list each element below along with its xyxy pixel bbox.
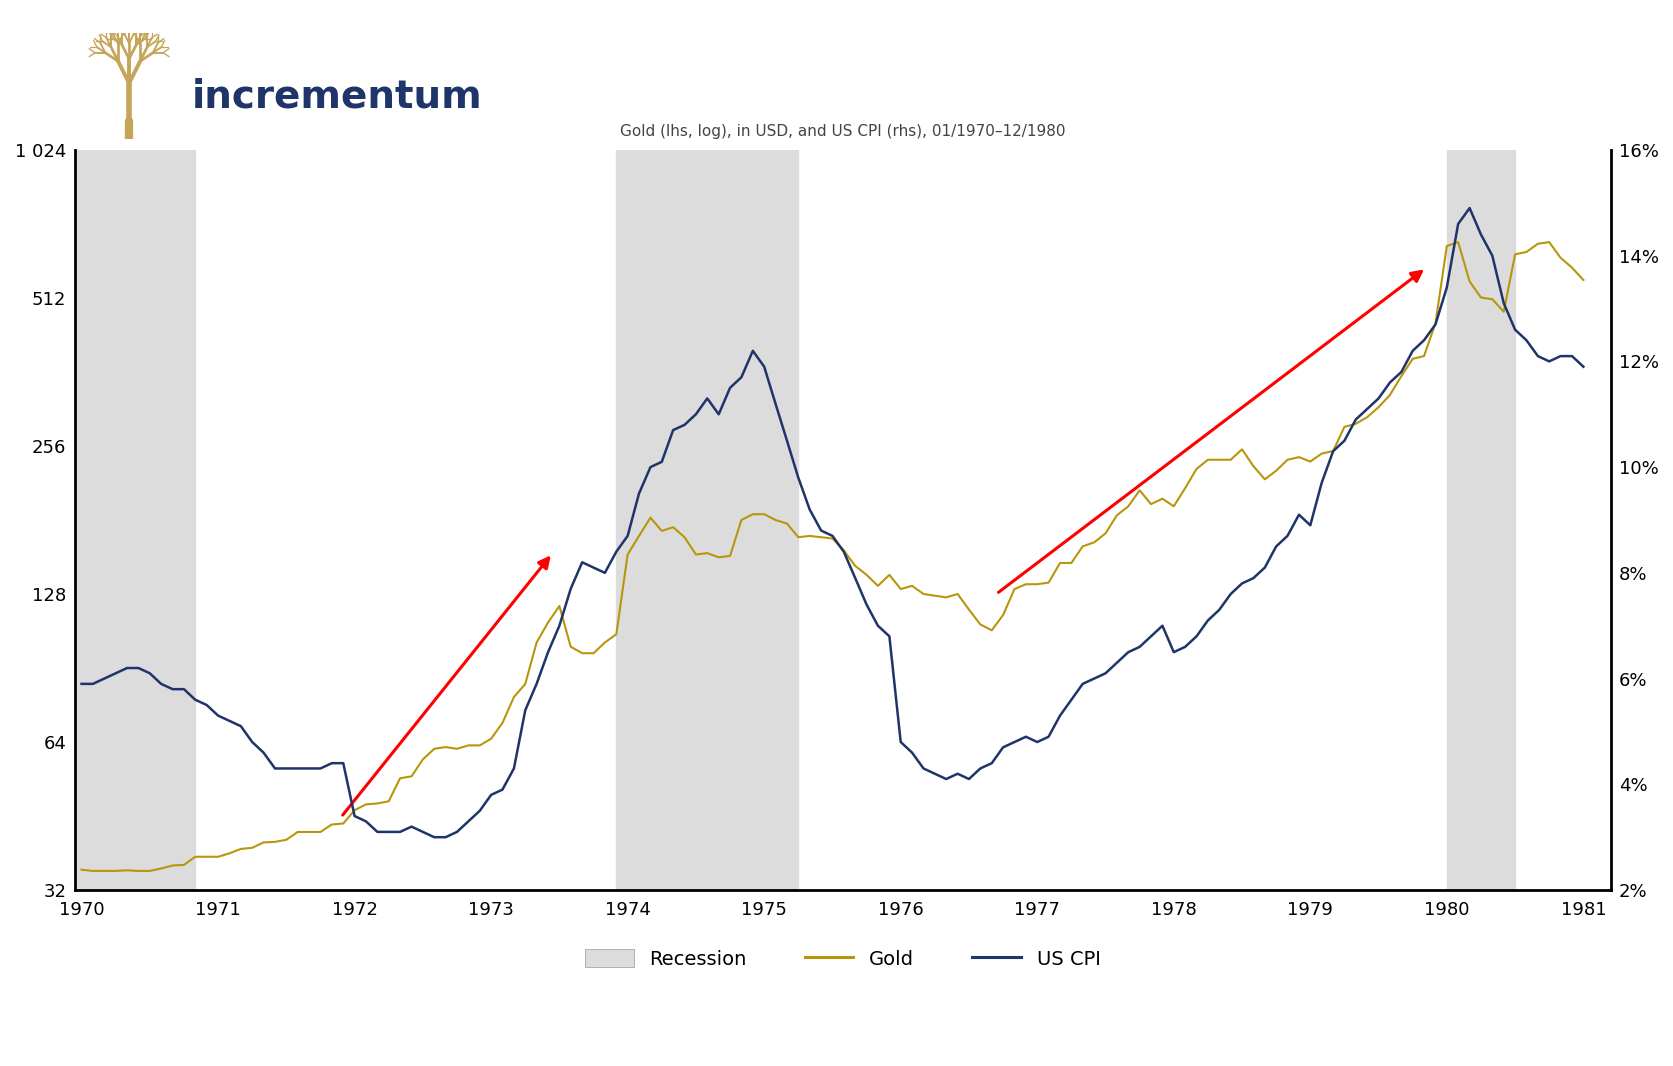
Text: incrementum: incrementum xyxy=(192,78,482,115)
Bar xyxy=(70,150,196,890)
Bar xyxy=(616,150,798,890)
Legend: Recession, Gold, US CPI: Recession, Gold, US CPI xyxy=(577,941,1108,976)
Bar xyxy=(1445,150,1514,890)
Text: Gold (lhs, log), in USD, and US CPI (rhs), 01/1970–12/1980: Gold (lhs, log), in USD, and US CPI (rhs… xyxy=(619,125,1064,140)
